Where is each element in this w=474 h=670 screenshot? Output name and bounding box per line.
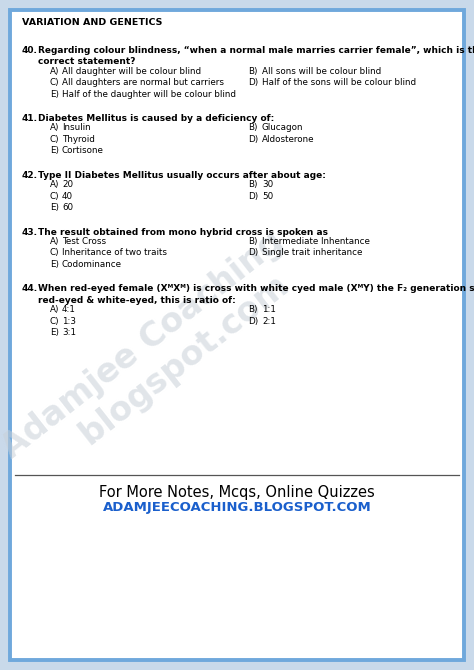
Text: D): D) — [248, 135, 258, 144]
Text: A): A) — [50, 123, 60, 133]
Text: The result obtained from mono hybrid cross is spoken as: The result obtained from mono hybrid cro… — [38, 228, 328, 237]
Text: C): C) — [50, 316, 60, 326]
Text: Glucagon: Glucagon — [262, 123, 303, 133]
Text: 1:3: 1:3 — [62, 316, 76, 326]
Text: D): D) — [248, 192, 258, 200]
Text: E): E) — [50, 90, 59, 98]
Text: Adamjee Coaching
    blogspot.com: Adamjee Coaching blogspot.com — [0, 225, 314, 495]
Text: 50: 50 — [262, 192, 273, 200]
Text: 40.: 40. — [22, 46, 38, 55]
FancyBboxPatch shape — [10, 10, 464, 660]
Text: A): A) — [50, 305, 60, 314]
Text: B): B) — [248, 305, 257, 314]
Text: B): B) — [248, 180, 257, 189]
Text: B): B) — [248, 123, 257, 133]
Text: 20: 20 — [62, 180, 73, 189]
Text: All daughters are normal but carriers: All daughters are normal but carriers — [62, 78, 224, 87]
Text: Codominance: Codominance — [62, 260, 122, 269]
Text: D): D) — [248, 249, 258, 257]
Text: For More Notes, Mcqs, Online Quizzes: For More Notes, Mcqs, Online Quizzes — [99, 485, 375, 500]
Text: 1:1: 1:1 — [262, 305, 276, 314]
Text: Test Cross: Test Cross — [62, 237, 106, 246]
Text: correct statement?: correct statement? — [38, 58, 136, 66]
Text: 60: 60 — [62, 203, 73, 212]
Text: 40: 40 — [62, 192, 73, 200]
Text: E): E) — [50, 260, 59, 269]
Text: VARIATION AND GENETICS: VARIATION AND GENETICS — [22, 18, 163, 27]
Text: Single trait inheritance: Single trait inheritance — [262, 249, 363, 257]
Text: Diabetes Mellitus is caused by a deficiency of:: Diabetes Mellitus is caused by a deficie… — [38, 114, 274, 123]
Text: All daughter will be colour blind: All daughter will be colour blind — [62, 67, 201, 76]
Text: D): D) — [248, 78, 258, 87]
Text: B): B) — [248, 67, 257, 76]
Text: B): B) — [248, 237, 257, 246]
Text: Half of the sons will be colour blind: Half of the sons will be colour blind — [262, 78, 416, 87]
Text: C): C) — [50, 135, 60, 144]
Text: E): E) — [50, 203, 59, 212]
Text: When red-eyed female (XᴹXᴹ) is cross with white cyed male (XᴹY) the F₂ generatio: When red-eyed female (XᴹXᴹ) is cross wit… — [38, 284, 474, 293]
Text: A): A) — [50, 237, 60, 246]
Text: 30: 30 — [262, 180, 273, 189]
Text: 2:1: 2:1 — [262, 316, 276, 326]
Text: Intermediate Inhentance: Intermediate Inhentance — [262, 237, 370, 246]
Text: Inheritance of two traits: Inheritance of two traits — [62, 249, 167, 257]
Text: 43.: 43. — [22, 228, 38, 237]
Text: 41.: 41. — [22, 114, 38, 123]
Text: 42.: 42. — [22, 171, 38, 180]
Text: 3:1: 3:1 — [62, 328, 76, 337]
Text: 44.: 44. — [22, 284, 38, 293]
Text: ADAMJEECOACHING.BLOGSPOT.COM: ADAMJEECOACHING.BLOGSPOT.COM — [103, 501, 371, 514]
Text: 4:1: 4:1 — [62, 305, 76, 314]
Text: A): A) — [50, 180, 60, 189]
Text: Type II Diabetes Mellitus usually occurs after about age:: Type II Diabetes Mellitus usually occurs… — [38, 171, 326, 180]
Text: All sons will be colour blind: All sons will be colour blind — [262, 67, 381, 76]
Text: Thyroid: Thyroid — [62, 135, 95, 144]
Text: C): C) — [50, 192, 60, 200]
Text: Regarding colour blindness, “when a normal male marries carrier female”, which i: Regarding colour blindness, “when a norm… — [38, 46, 474, 55]
Text: E): E) — [50, 147, 59, 155]
Text: red-eyed & white-eyed, this is ratio of:: red-eyed & white-eyed, this is ratio of: — [38, 295, 236, 305]
Text: D): D) — [248, 316, 258, 326]
Text: Insulin: Insulin — [62, 123, 91, 133]
Text: A): A) — [50, 67, 60, 76]
Text: Cortisone: Cortisone — [62, 147, 104, 155]
Text: C): C) — [50, 249, 60, 257]
Text: C): C) — [50, 78, 60, 87]
Text: E): E) — [50, 328, 59, 337]
Text: Aldosterone: Aldosterone — [262, 135, 315, 144]
Text: Half of the daughter will be colour blind: Half of the daughter will be colour blin… — [62, 90, 236, 98]
